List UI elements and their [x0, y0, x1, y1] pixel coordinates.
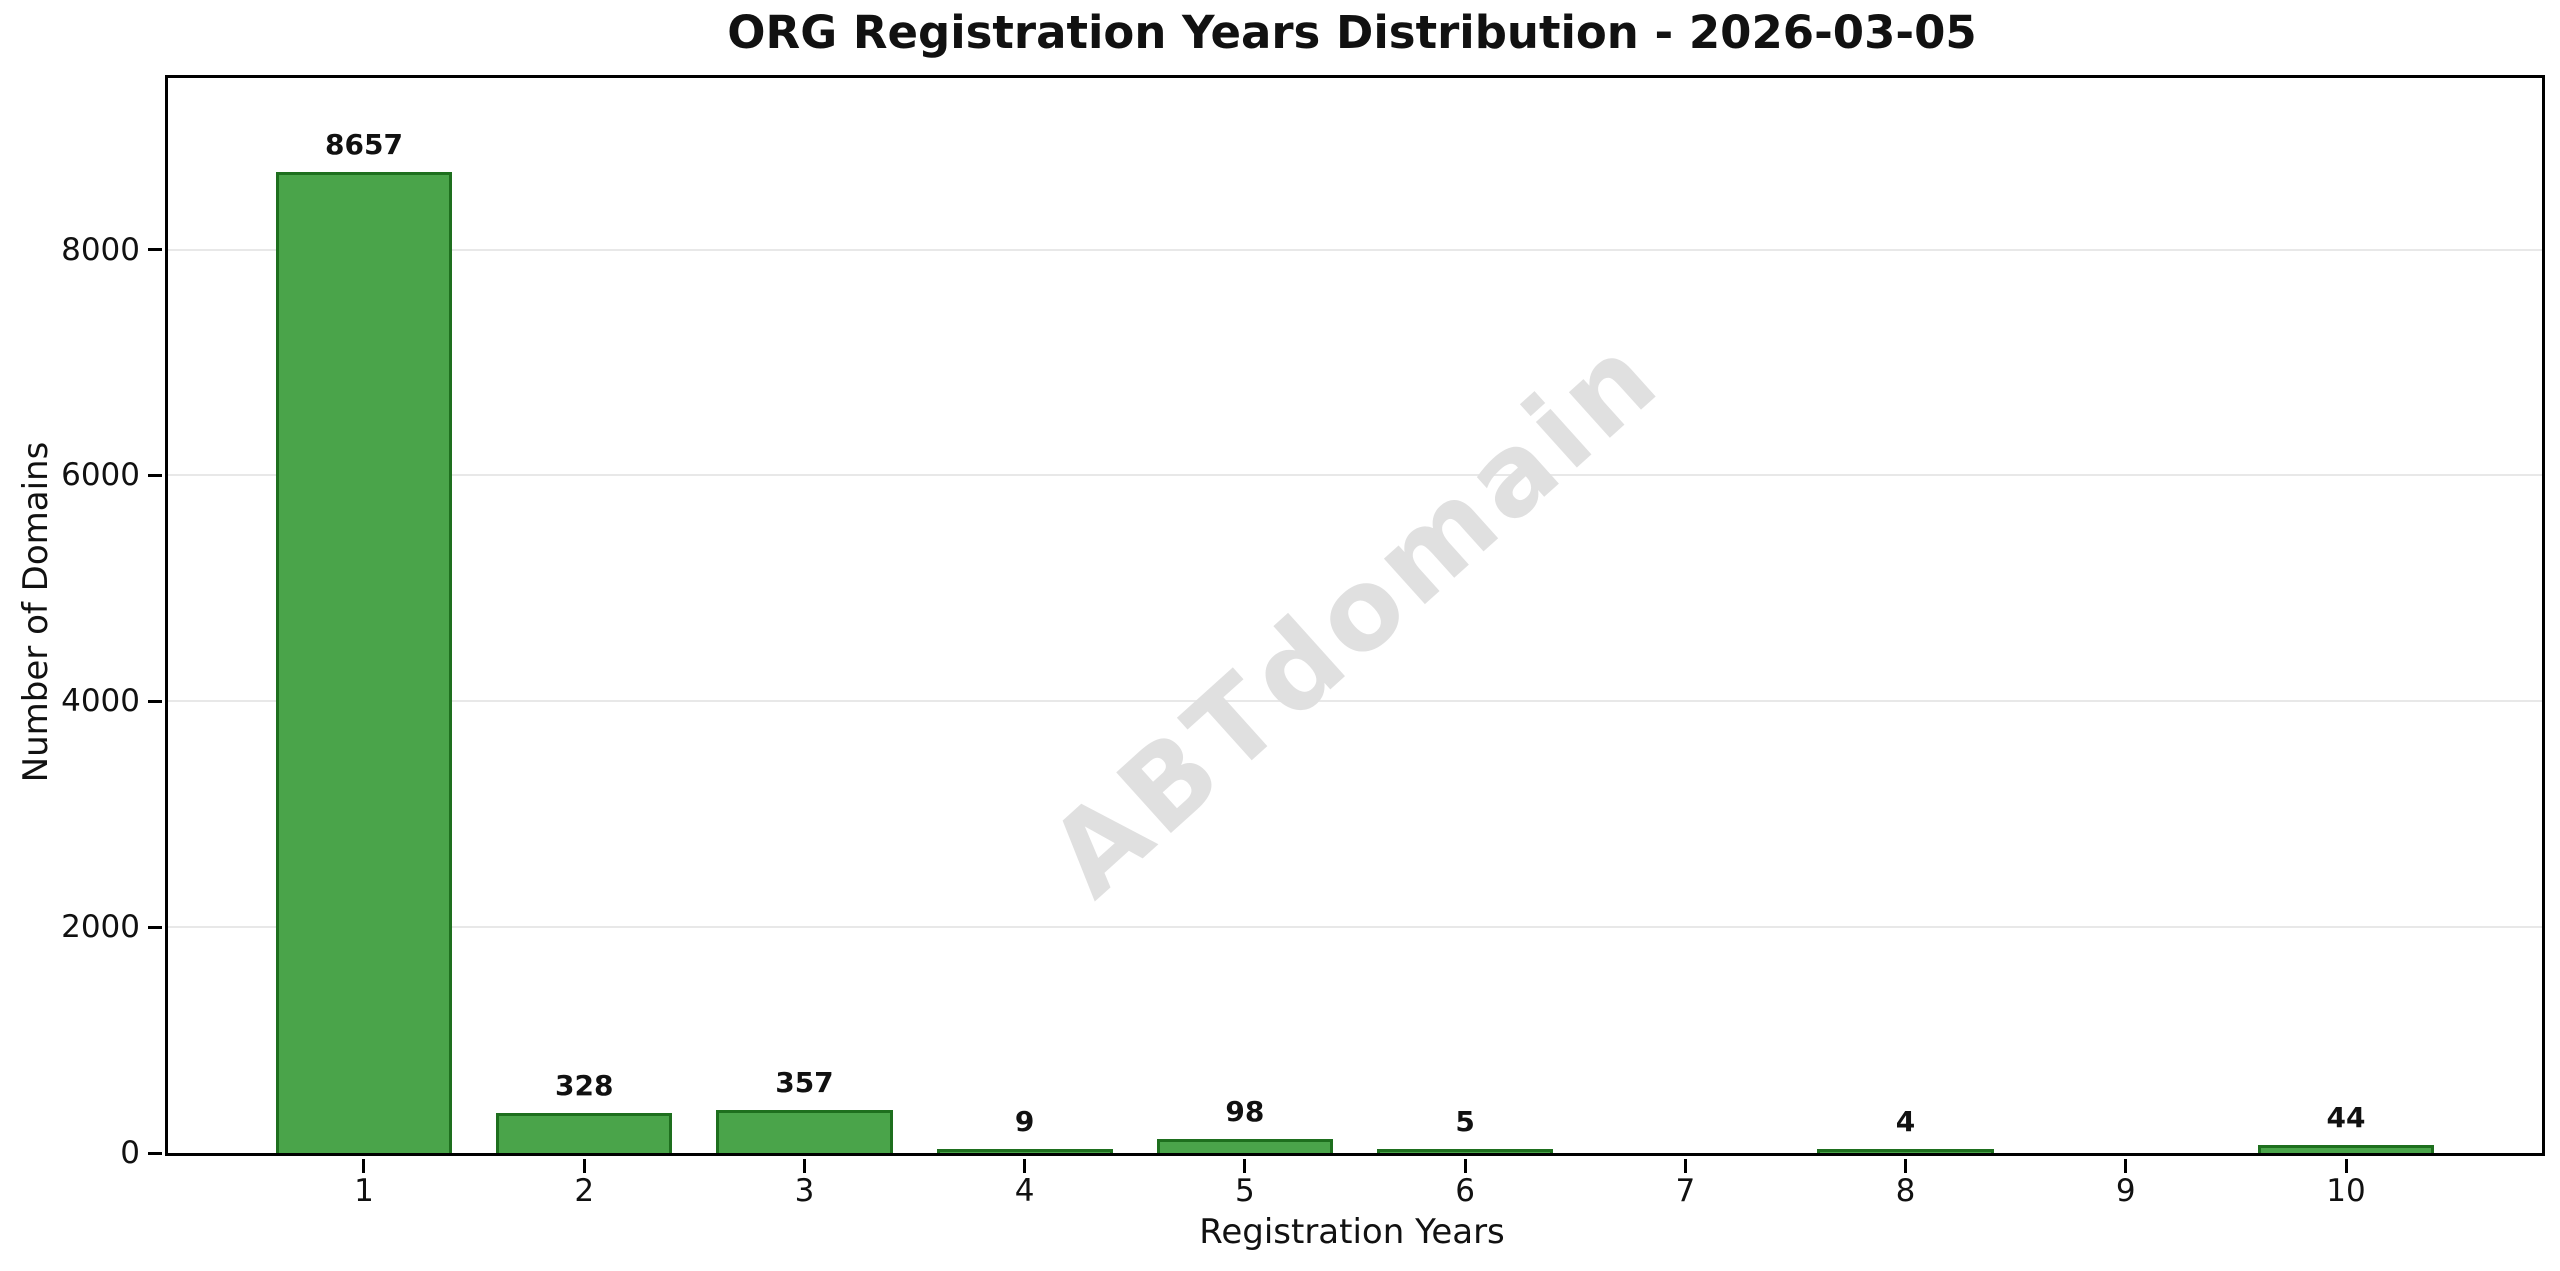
x-tick-label: 1	[354, 1173, 374, 1209]
bar	[1817, 1149, 1994, 1153]
y-tick-mark	[148, 248, 162, 252]
bar-value-label: 5	[1455, 1105, 1475, 1138]
bar	[496, 1113, 673, 1153]
y-tick-mark	[148, 699, 162, 703]
bar-value-label: 357	[775, 1066, 834, 1099]
x-tick-mark	[1463, 1159, 1467, 1173]
x-tick-mark	[582, 1159, 586, 1173]
x-tick-label: 3	[794, 1173, 815, 1209]
x-tick-mark	[1243, 1159, 1247, 1173]
y-gridline	[168, 700, 2542, 703]
bar-value-label: 98	[1225, 1095, 1265, 1128]
y-tick-label: 2000	[61, 909, 140, 946]
x-tick-mark	[1904, 1159, 1908, 1173]
bar-value-label: 328	[554, 1069, 614, 1102]
bar-value-label: 44	[2326, 1101, 2366, 1134]
x-tick-mark	[1683, 1159, 1687, 1173]
y-tick-mark	[148, 925, 162, 929]
y-tick-label: 0	[120, 1135, 140, 1171]
x-tick-mark	[1023, 1159, 1027, 1173]
y-gridline	[168, 926, 2542, 929]
y-tick-label: 8000	[61, 231, 140, 268]
y-tick-label: 4000	[61, 683, 140, 720]
x-tick-label: 2	[574, 1173, 595, 1209]
bar-value-label: 8657	[325, 128, 403, 161]
y-tick-mark	[148, 473, 162, 477]
x-axis-label: Registration Years	[1199, 1212, 1505, 1252]
x-tick-label: 7	[1675, 1173, 1696, 1209]
y-tick-mark	[148, 1151, 162, 1155]
bar	[275, 172, 453, 1153]
plot-area: ABTdomain 0 2000 4000 6000 8000 1 8657 2 328 3 357…	[61, 75, 2545, 1209]
x-tick-label: 9	[2115, 1173, 2136, 1209]
bar	[936, 1149, 1113, 1153]
bar	[2257, 1145, 2435, 1153]
x-tick-mark	[2344, 1159, 2348, 1173]
chart-title: ORG Registration Years Distribution - 20…	[727, 6, 1977, 59]
x-tick-mark	[2124, 1159, 2128, 1173]
x-tick-label: 4	[1014, 1173, 1035, 1209]
bar	[716, 1110, 893, 1153]
x-tick-label: 6	[1455, 1173, 1475, 1209]
bar	[1156, 1139, 1333, 1153]
y-tick-label: 6000	[61, 457, 140, 494]
y-gridline	[168, 248, 2542, 251]
watermark-text: ABTdomain	[1025, 309, 1685, 922]
y-gridline	[168, 474, 2542, 477]
y-axis-label: Number of Domains	[16, 441, 56, 783]
bar-value-label: 4	[1895, 1105, 1916, 1138]
bar-value-label: 9	[1014, 1105, 1035, 1138]
x-tick-label: 5	[1235, 1173, 1255, 1209]
x-tick-label: 10	[2326, 1173, 2366, 1209]
x-tick-mark	[802, 1159, 806, 1173]
bar	[1377, 1149, 1554, 1153]
x-tick-label: 8	[1895, 1173, 1916, 1209]
x-tick-mark	[362, 1159, 366, 1173]
